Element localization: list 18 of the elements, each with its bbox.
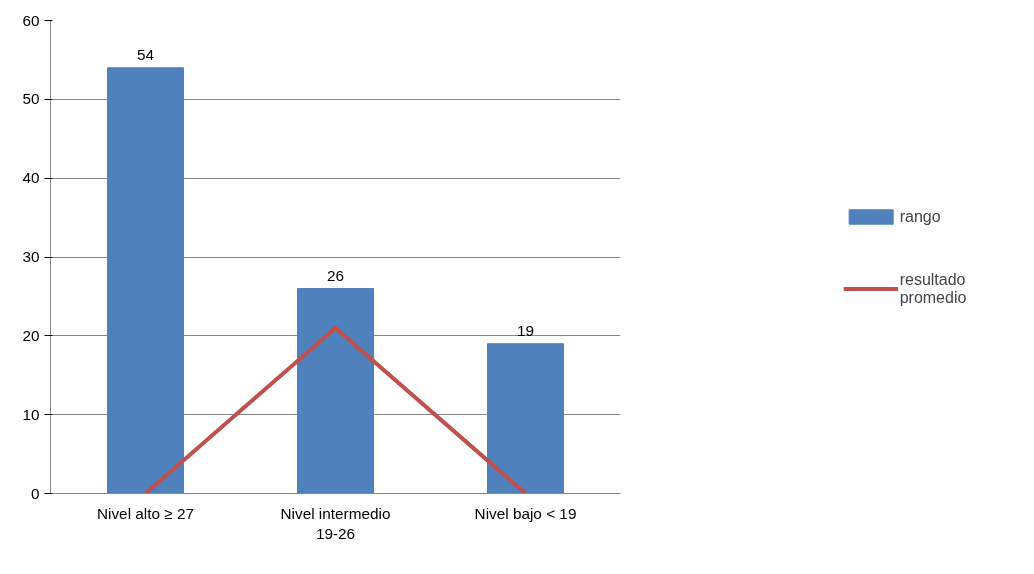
- data-label: 19: [516, 321, 535, 339]
- legend-label: resultado promedio: [899, 270, 967, 306]
- y-tick-label: 10: [22, 405, 40, 423]
- legend-label: rango: [899, 207, 941, 225]
- x-tick-label: Nivel intermedio 19-26: [280, 504, 391, 542]
- data-label: 26: [326, 266, 345, 284]
- y-tick-label: 20: [22, 326, 40, 344]
- bar: [297, 288, 374, 494]
- y-tick-label: 40: [22, 169, 40, 187]
- bar: [107, 67, 184, 494]
- x-tick-label: Nivel alto ≥ 27: [96, 504, 195, 522]
- y-tick-label: 0: [30, 484, 40, 502]
- y-tick-label: 30: [22, 248, 40, 265]
- y-tick-label: 60: [22, 11, 40, 29]
- x-tick-label: Nivel bajo < 19: [474, 504, 577, 522]
- bar: [487, 343, 564, 494]
- data-label: 54: [136, 45, 155, 63]
- y-tick-label: 50: [22, 90, 40, 108]
